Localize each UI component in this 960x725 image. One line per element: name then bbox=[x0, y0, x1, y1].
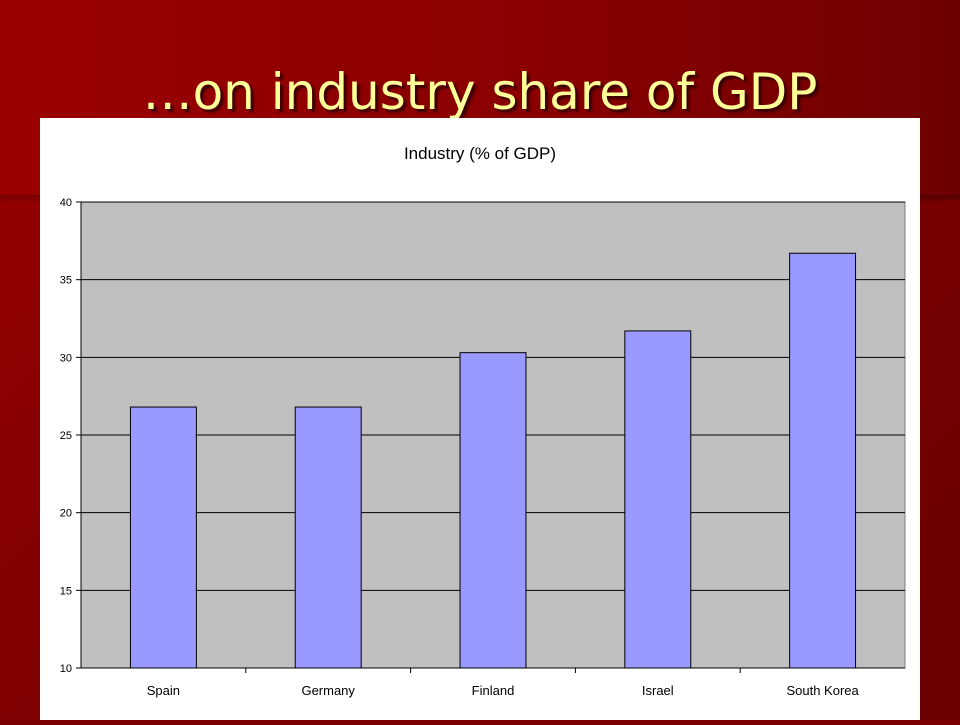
axes: 10 15 20 25 30 35 40 Spain Germany Finland Israel S… bbox=[60, 197, 905, 698]
x-tick-label: Spain bbox=[147, 683, 180, 698]
bar-israel bbox=[624, 330, 692, 669]
x-tick-label: South Korea bbox=[786, 683, 859, 698]
chart-title: Industry (% of GDP) bbox=[404, 144, 556, 163]
bar-spain bbox=[129, 406, 197, 669]
x-tick-label: Israel bbox=[642, 683, 674, 698]
y-tick-label: 20 bbox=[60, 508, 72, 520]
y-tick-label: 15 bbox=[60, 585, 72, 597]
y-tick-label: 35 bbox=[60, 275, 72, 287]
bar-south-korea bbox=[789, 252, 857, 669]
bar-germany bbox=[294, 406, 362, 669]
chart-panel: Industry (% of GDP) 10 15 20 25 30 35 40 Spain G… bbox=[40, 118, 920, 720]
y-tick-label: 30 bbox=[60, 352, 72, 364]
y-tick-label: 10 bbox=[60, 663, 72, 675]
y-tick-label: 25 bbox=[60, 430, 72, 442]
x-tick-label: Germany bbox=[301, 683, 355, 698]
x-tick-label: Finland bbox=[472, 683, 515, 698]
y-tick-label: 40 bbox=[60, 197, 72, 209]
bars bbox=[129, 252, 857, 669]
bar-chart: Industry (% of GDP) 10 15 20 25 30 35 40 Spain G… bbox=[60, 144, 906, 698]
slide-title: …on industry share of GDP bbox=[142, 63, 818, 121]
bar-finland bbox=[459, 352, 527, 669]
